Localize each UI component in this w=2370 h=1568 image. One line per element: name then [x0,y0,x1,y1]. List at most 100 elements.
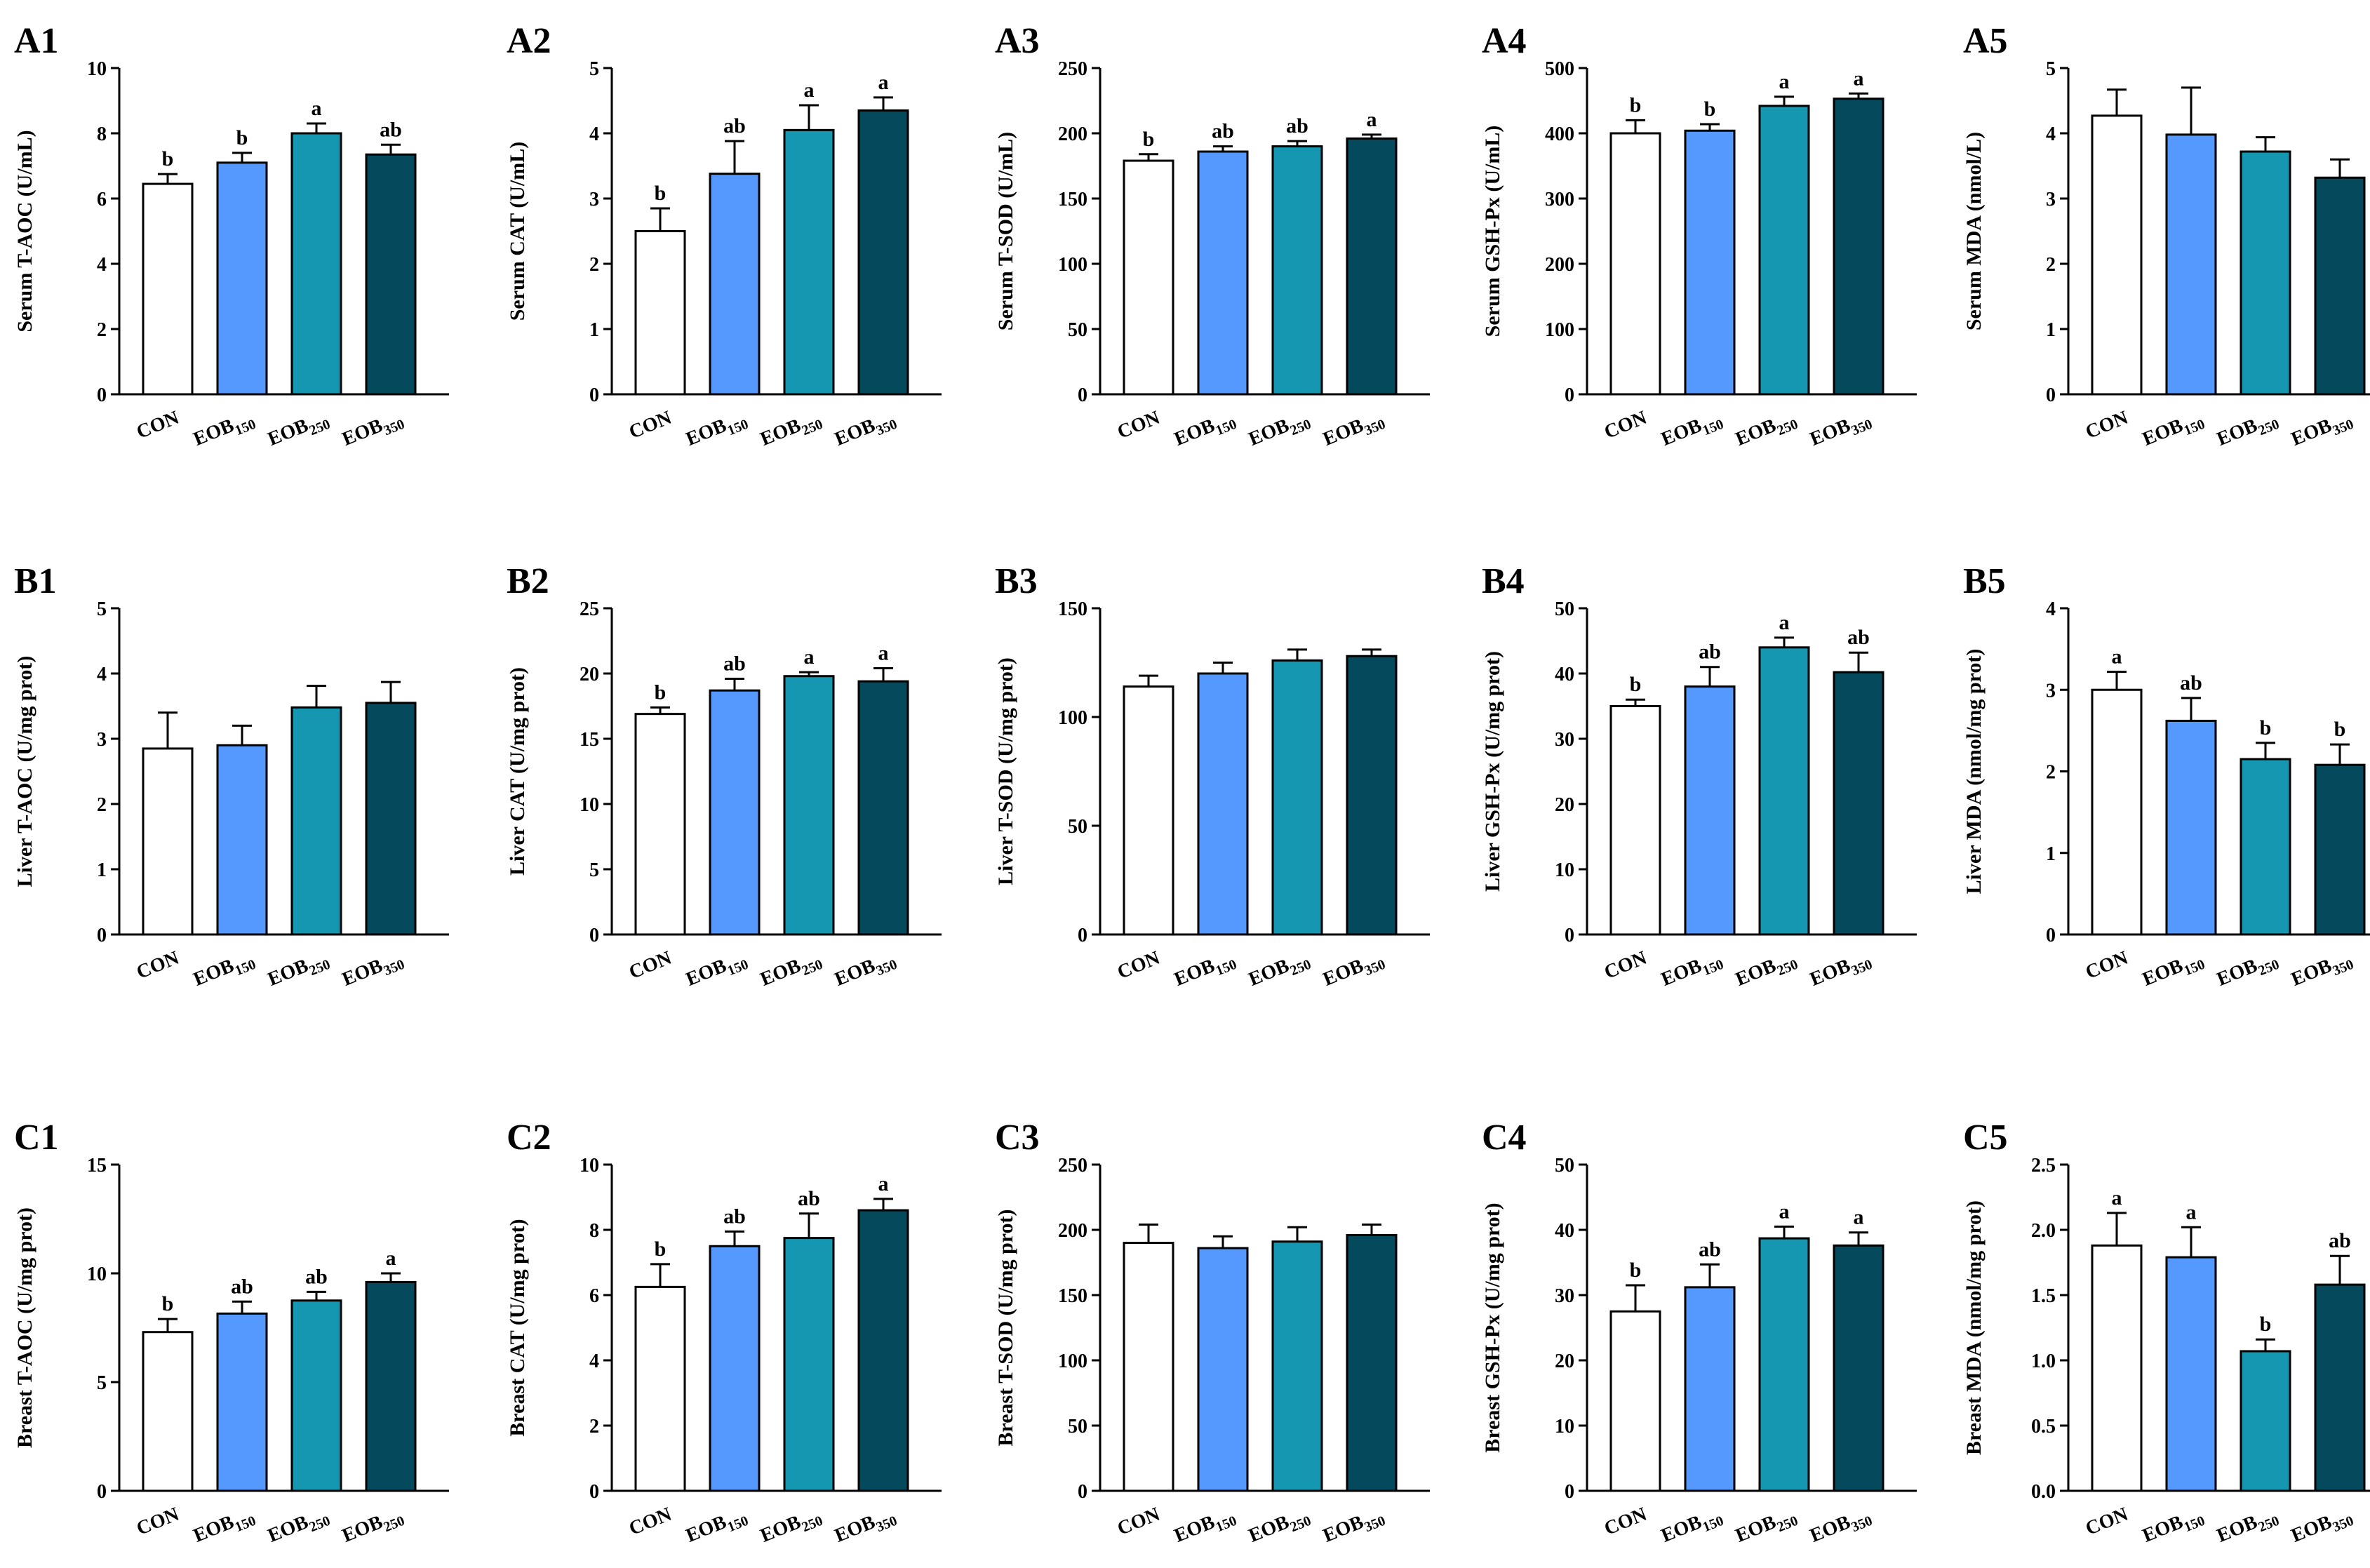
x-tick-label-b5: EOB350 [2288,947,2356,995]
y-tick-label-c1: 10 [87,1264,107,1285]
y-tick-label-c4: 40 [1555,1220,1574,1242]
bar-b5-con [2091,688,2143,936]
x-tick-label-main: EOB [1658,955,1704,991]
significance-label-a4: b [1630,93,1642,116]
x-tick-label-main: EOB [339,1511,385,1547]
y-axis-title-a1: Serum T-AOC (U/mL) [13,130,36,332]
y-axis-title-a4: Serum GSH-Px (U/mL) [1481,126,1504,337]
significance-label-a3: b [1143,128,1155,151]
bar-a2-eob350 [857,109,909,396]
x-tick-label-sub: 350 [382,417,407,439]
y-tick-label-b1: 3 [97,729,107,751]
x-tick-label-sub: 150 [233,957,258,979]
x-tick-label-main: EOB [1658,415,1704,450]
significance-label-c4: a [1854,1206,1864,1229]
x-tick-label-b5: EOB150 [2139,947,2207,995]
x-tick-label-main: EOB [190,955,236,991]
panel-label-b2: B2 [507,561,549,601]
y-tick-label-a3: 150 [1058,189,1087,210]
x-tick-label-main: EOB [1732,955,1779,991]
x-tick-label-b3: EOB250 [1245,947,1313,995]
y-tick-label-b5: 2 [2046,762,2056,784]
bar-a3-eob250 [1271,145,1323,396]
x-tick-label-a2: EOB350 [831,407,899,455]
significance-label-a3: ab [1212,120,1234,143]
bar-c3-eob150 [1197,1247,1249,1492]
x-tick-label-main: EOB [1807,1511,1853,1547]
x-tick-label-c4: EOB250 [1732,1503,1800,1551]
bar-c5-eob350 [2314,1283,2366,1492]
bar-a2-con [634,230,686,396]
bar-c2-eob150 [709,1245,761,1492]
significance-label-b5: b [2260,716,2272,739]
y-tick-label-a3: 100 [1058,254,1087,276]
bar-a1-eob350 [365,153,417,396]
significance-label-a1: b [162,147,174,170]
bar-b3-con [1123,685,1174,936]
x-tick-label-sub: 150 [1214,417,1239,439]
x-tick-label-a4: EOB250 [1732,407,1800,455]
y-tick-label-b3: 150 [1058,598,1087,620]
bar-b3-eob150 [1197,672,1249,936]
panel-label-c5: C5 [1963,1118,2008,1158]
panel-label-b5: B5 [1963,561,2006,601]
significance-label-a2: a [804,79,815,102]
y-tick-label-c3: 100 [1058,1351,1087,1372]
x-tick-label-b1: EOB350 [339,947,407,995]
y-tick-label-a2: 0 [589,384,599,406]
y-tick-label-c3: 150 [1058,1285,1087,1307]
y-tick-label-c4: 20 [1555,1351,1574,1372]
x-tick-label-c1: EOB250 [265,1503,333,1551]
y-tick-label-b2: 5 [589,859,599,881]
x-tick-label-b1: EOB150 [190,947,258,995]
bar-c2-eob250 [783,1237,835,1492]
bar-b1-eob350 [365,702,417,936]
bar-c1-eob150 [216,1312,268,1492]
significance-label-a3: a [1367,108,1377,131]
significance-label-c2: ab [798,1187,820,1210]
y-tick-label-a1: 2 [97,319,107,341]
x-tick-label-main: EOB [2288,415,2334,450]
y-tick-label-b2: 0 [589,925,599,946]
bar-a1-con [142,182,194,396]
x-tick-label-sub: 350 [874,1513,899,1536]
bar-a4-eob350 [1833,98,1884,396]
x-tick-label-sub: 150 [1214,1513,1239,1536]
x-tick-label-main: EOB [1732,1511,1779,1547]
y-tick-label-c3: 50 [1068,1416,1087,1438]
significance-label-c1: ab [231,1275,253,1298]
x-tick-label-sub: 350 [1363,417,1388,439]
y-tick-label-b4: 40 [1555,664,1574,685]
y-tick-label-a2: 4 [589,123,599,145]
bar-c3-eob350 [1346,1233,1398,1492]
panel-c1: C1 Breast T-AOC (U/mg prot) 0 5 10 15 b CON ab EO… [13,1118,449,1551]
y-tick-label-b5: 1 [2046,843,2056,865]
y-axis-title-c2: Breast CAT (U/mg prot) [506,1219,529,1436]
y-tick-label-c2: 10 [580,1155,599,1177]
x-tick-label-main: EOB [831,1511,878,1547]
y-tick-label-b3: 0 [1078,925,1087,946]
bar-b5-eob250 [2240,758,2291,936]
bar-b4-con [1609,705,1661,936]
y-axis-title-c1: Breast T-AOC (U/mg prot) [13,1207,36,1448]
bar-a3-eob350 [1346,137,1398,396]
panel-label-a2: A2 [507,21,551,61]
y-tick-label-c5: 1.0 [2031,1351,2056,1372]
bar-c5-con [2091,1244,2143,1492]
x-tick-label-main: EOB [1320,1511,1366,1547]
x-tick-label-main: EOB [2214,415,2260,450]
x-tick-label-sub: 250 [2256,957,2282,979]
x-tick-label-a3: EOB350 [1320,407,1388,455]
x-tick-label-main: EOB [1320,415,1366,450]
x-tick-label-a5: EOB250 [2214,407,2282,455]
bar-b3-eob350 [1346,655,1398,936]
significance-label-a1: b [236,126,248,149]
x-tick-label-sub: 150 [725,957,751,979]
bar-c1-eob250 [290,1299,342,1492]
y-axis-title-b2: Liver CAT (U/mg prot) [506,667,529,876]
x-tick-label-main: CON [1601,407,1649,443]
bar-c1-con [142,1331,194,1492]
x-tick-label-c3: EOB250 [1245,1503,1313,1551]
x-tick-label-sub: 350 [1849,417,1875,439]
x-tick-label-main: EOB [2288,955,2334,991]
